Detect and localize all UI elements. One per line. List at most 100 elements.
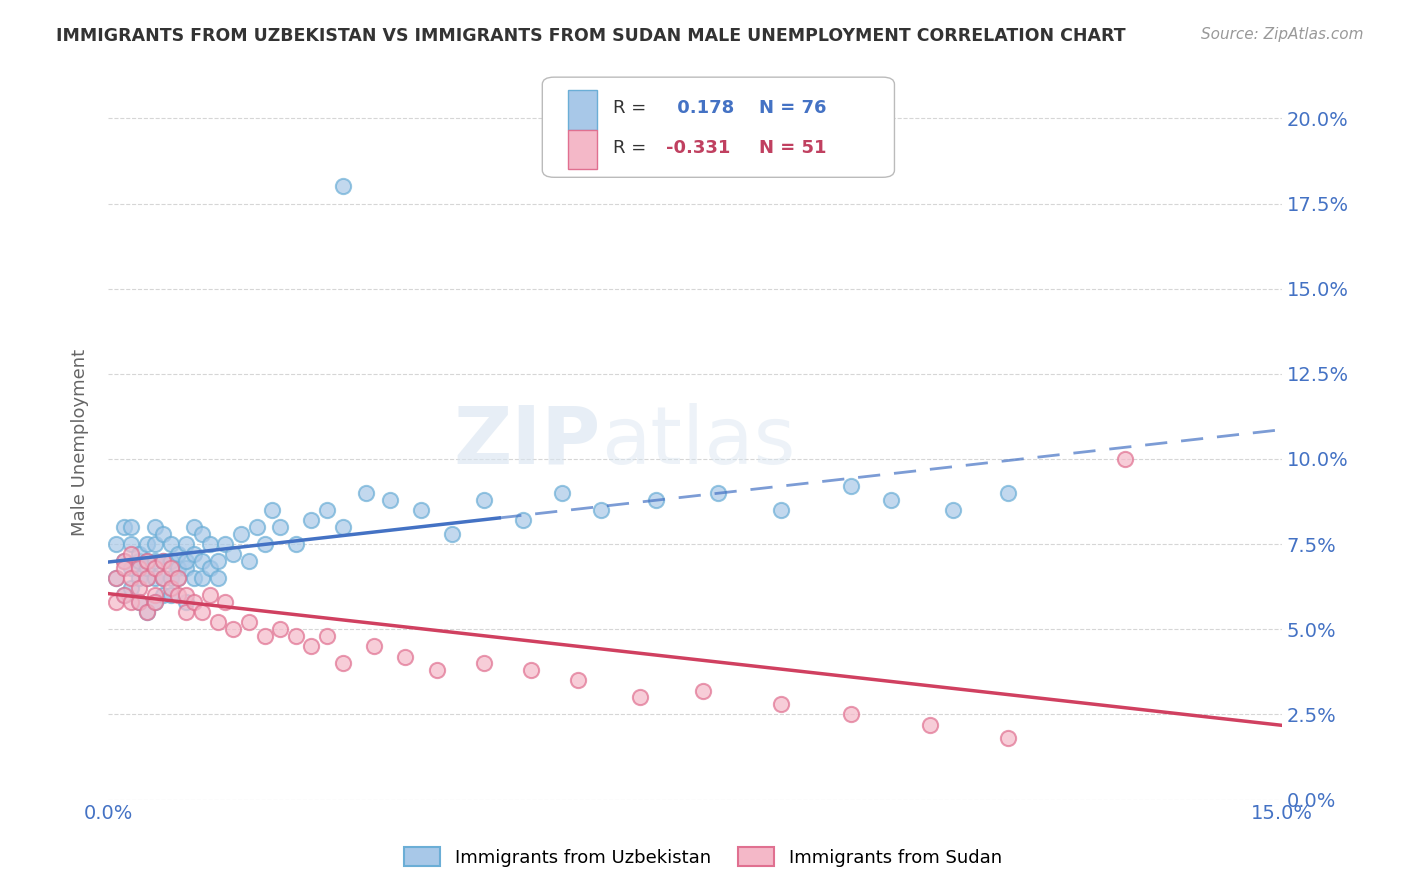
Point xyxy=(238,615,260,630)
Point xyxy=(316,629,339,643)
Point xyxy=(316,503,339,517)
Point xyxy=(253,629,276,643)
Text: 0.178: 0.178 xyxy=(672,99,735,117)
Point xyxy=(301,513,323,527)
Point xyxy=(214,595,236,609)
Point xyxy=(551,486,574,500)
Point xyxy=(284,537,307,551)
Point xyxy=(441,527,464,541)
Point xyxy=(191,527,214,541)
Point xyxy=(121,561,143,575)
Point xyxy=(174,588,197,602)
Point xyxy=(183,547,205,561)
Point xyxy=(841,479,863,493)
Point xyxy=(152,571,174,585)
Text: R =: R = xyxy=(613,138,652,157)
Point xyxy=(222,623,245,637)
Point xyxy=(214,537,236,551)
Point xyxy=(152,588,174,602)
Point xyxy=(183,595,205,609)
Point xyxy=(174,595,197,609)
Point xyxy=(174,561,197,575)
FancyBboxPatch shape xyxy=(543,77,894,178)
Point xyxy=(136,605,159,619)
Point xyxy=(167,588,190,602)
Legend: Immigrants from Uzbekistan, Immigrants from Sudan: Immigrants from Uzbekistan, Immigrants f… xyxy=(396,840,1010,874)
Point xyxy=(174,554,197,568)
Point xyxy=(644,492,666,507)
Point xyxy=(128,554,150,568)
Point xyxy=(159,588,181,602)
Point xyxy=(332,657,354,671)
Point xyxy=(769,698,792,712)
Text: N = 51: N = 51 xyxy=(759,138,827,157)
Point xyxy=(1114,452,1136,467)
Point xyxy=(589,503,612,517)
Point xyxy=(207,615,229,630)
Point xyxy=(136,605,159,619)
Point xyxy=(136,554,159,568)
Point xyxy=(128,595,150,609)
Point xyxy=(174,537,197,551)
Point xyxy=(332,179,354,194)
Text: ZIP: ZIP xyxy=(454,403,600,481)
Point xyxy=(229,527,252,541)
Point xyxy=(409,503,432,517)
Point xyxy=(128,595,150,609)
Point xyxy=(519,663,541,677)
Point xyxy=(191,605,214,619)
Point xyxy=(136,571,159,585)
Point xyxy=(207,571,229,585)
Point xyxy=(152,554,174,568)
Point xyxy=(121,537,143,551)
Point xyxy=(363,640,385,654)
Point xyxy=(143,571,166,585)
Y-axis label: Male Unemployment: Male Unemployment xyxy=(72,349,89,535)
Point xyxy=(269,520,291,534)
Point xyxy=(167,561,190,575)
Point xyxy=(136,571,159,585)
Point xyxy=(136,561,159,575)
Point xyxy=(136,537,159,551)
Point xyxy=(879,492,901,507)
Point xyxy=(262,503,284,517)
Point xyxy=(121,582,143,596)
Point xyxy=(121,571,143,585)
Point xyxy=(301,640,323,654)
Point xyxy=(159,582,181,596)
Point xyxy=(841,707,863,722)
Point xyxy=(112,588,135,602)
Point xyxy=(152,554,174,568)
Point xyxy=(112,554,135,568)
Point xyxy=(238,554,260,568)
Point xyxy=(394,649,416,664)
Bar xyxy=(568,130,598,169)
Point xyxy=(143,537,166,551)
Point xyxy=(128,571,150,585)
Point xyxy=(512,513,534,527)
Point xyxy=(112,588,135,602)
Point xyxy=(191,571,214,585)
Point xyxy=(104,571,127,585)
Point xyxy=(152,527,174,541)
Point xyxy=(104,537,127,551)
Point xyxy=(942,503,965,517)
Point xyxy=(198,588,221,602)
Point xyxy=(472,657,495,671)
Point xyxy=(167,571,190,585)
Point xyxy=(159,561,181,575)
Point xyxy=(707,486,730,500)
Point xyxy=(143,554,166,568)
Point xyxy=(167,571,190,585)
Point xyxy=(121,520,143,534)
Point xyxy=(918,717,941,731)
Point xyxy=(426,663,449,677)
Point xyxy=(143,520,166,534)
Text: -0.331: -0.331 xyxy=(665,138,730,157)
Text: Source: ZipAtlas.com: Source: ZipAtlas.com xyxy=(1201,27,1364,42)
Point xyxy=(143,561,166,575)
Point xyxy=(191,554,214,568)
Point xyxy=(207,554,229,568)
Point xyxy=(128,582,150,596)
Point xyxy=(143,588,166,602)
